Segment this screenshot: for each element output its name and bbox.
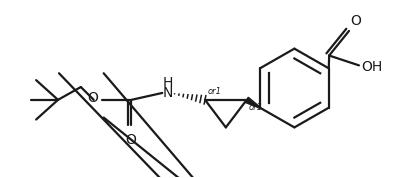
Text: O: O	[125, 133, 136, 147]
Text: or1: or1	[208, 87, 222, 96]
Text: or1: or1	[249, 103, 263, 112]
Polygon shape	[245, 97, 260, 108]
Text: H: H	[163, 76, 173, 90]
Text: N: N	[163, 86, 173, 100]
Text: O: O	[350, 14, 361, 28]
Text: O: O	[87, 91, 98, 105]
Text: OH: OH	[361, 60, 382, 74]
